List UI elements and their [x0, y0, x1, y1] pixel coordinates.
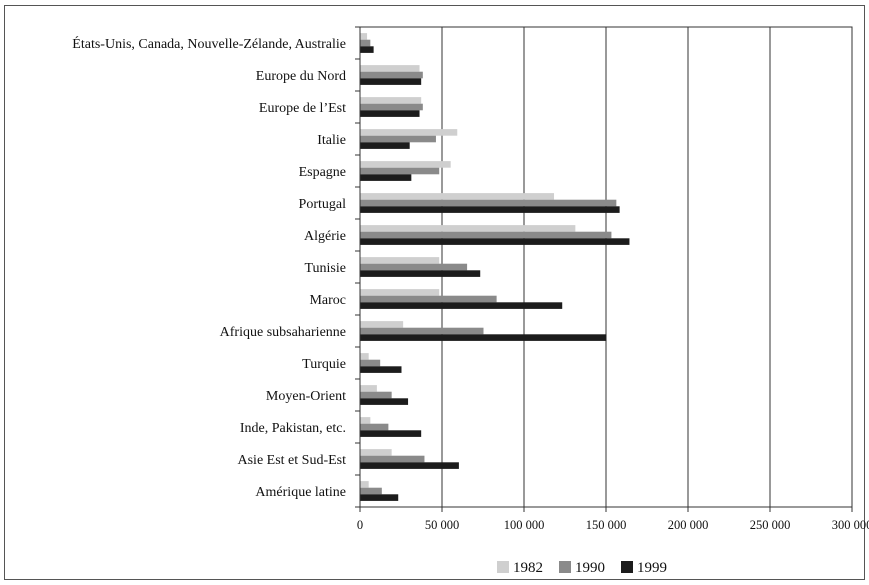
x-tick-label: 0: [357, 518, 363, 532]
bar-1999-1: [360, 78, 422, 85]
bar-1982-2: [360, 97, 422, 104]
chart-legend: 1982 1990 1999: [497, 560, 667, 576]
chart-frame: [4, 5, 865, 580]
bar-1990-13: [360, 455, 425, 463]
category-label: Turquie: [302, 357, 346, 372]
bar-1990-10: [360, 359, 381, 367]
category-label: Europe du Nord: [256, 69, 346, 84]
bar-1999-2: [360, 110, 420, 117]
x-tick-label: 100 000: [504, 518, 545, 532]
category-label: Moyen-Orient: [266, 389, 346, 404]
bar-1990-12: [360, 423, 389, 431]
bar-1999-0: [360, 46, 374, 53]
bar-1999-7: [360, 270, 481, 277]
bar-1982-13: [360, 449, 392, 456]
legend-label-1982: 1982: [513, 560, 543, 576]
bar-1990-9: [360, 327, 484, 335]
x-tick-label: 200 000: [668, 518, 709, 532]
category-label: Asie Est et Sud-Est: [238, 453, 347, 468]
bar-1990-8: [360, 295, 497, 303]
bar-1999-13: [360, 462, 459, 469]
bar-1990-4: [360, 167, 440, 175]
bar-1982-11: [360, 385, 377, 392]
category-label: Algérie: [304, 229, 346, 244]
bar-1982-7: [360, 257, 440, 264]
bar-1990-14: [360, 487, 382, 495]
bar-1990-11: [360, 391, 392, 399]
legend-label-1999: 1999: [637, 560, 667, 576]
bar-1982-8: [360, 289, 440, 296]
bar-1999-12: [360, 430, 422, 437]
bar-1999-3: [360, 142, 410, 149]
legend-swatch-1990: [559, 561, 571, 573]
bar-1982-1: [360, 65, 420, 72]
bar-1990-6: [360, 231, 612, 239]
bar-chart: 0 50 000 100 000 150 000 200 000 250 000 300 0…: [72, 26, 869, 532]
bar-1999-8: [360, 302, 563, 309]
bar-1999-10: [360, 366, 402, 373]
bar-1982-9: [360, 321, 404, 328]
bar-1982-5: [360, 193, 555, 200]
category-label: Italie: [317, 133, 346, 148]
category-label: Tunisie: [304, 261, 346, 276]
bar-1990-2: [360, 103, 423, 111]
bar-1999-14: [360, 494, 399, 501]
bar-1982-12: [360, 417, 371, 424]
category-label: États-Unis, Canada, Nouvelle-Zélande, Au…: [72, 35, 346, 52]
category-label: Espagne: [299, 165, 346, 180]
bar-1982-10: [360, 353, 369, 360]
category-label: Portugal: [299, 197, 347, 212]
bar-1982-3: [360, 129, 458, 136]
bar-1982-6: [360, 225, 576, 232]
bar-1990-0: [360, 39, 371, 47]
bar-1990-3: [360, 135, 436, 143]
bar-1990-1: [360, 71, 423, 79]
legend-swatch-1999: [621, 561, 633, 573]
bar-1982-14: [360, 481, 369, 488]
category-label: Europe de l’Est: [259, 101, 346, 116]
legend-label-1990: 1990: [575, 560, 605, 576]
bar-1999-5: [360, 206, 620, 213]
bar-1999-9: [360, 334, 607, 341]
bar-1982-0: [360, 33, 368, 40]
bar-1990-7: [360, 263, 468, 271]
x-tick-label: 150 000: [586, 518, 627, 532]
bar-1999-11: [360, 398, 409, 405]
x-tick-label: 50 000: [425, 518, 459, 532]
bar-1982-4: [360, 161, 451, 168]
x-tick-label: 300 000: [832, 518, 869, 532]
category-label: Amérique latine: [255, 485, 346, 500]
category-label: Inde, Pakistan, etc.: [240, 421, 346, 436]
category-label: Maroc: [309, 293, 346, 308]
bar-1990-5: [360, 199, 617, 207]
x-tick-label: 250 000: [750, 518, 791, 532]
category-label: Afrique subsaharienne: [220, 325, 346, 340]
bar-1999-4: [360, 174, 412, 181]
bar-1999-6: [360, 238, 630, 245]
legend-swatch-1982: [497, 561, 509, 573]
